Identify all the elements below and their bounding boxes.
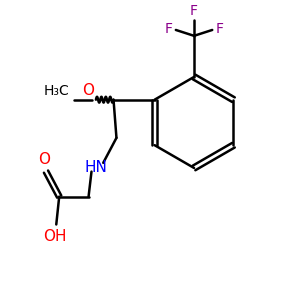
Text: H₃C: H₃C [44,84,70,98]
Text: O: O [82,83,94,98]
Text: HN: HN [85,160,107,175]
Text: F: F [215,22,223,36]
Text: O: O [38,152,50,167]
Text: F: F [190,4,198,18]
Text: F: F [165,22,173,36]
Text: OH: OH [43,229,67,244]
